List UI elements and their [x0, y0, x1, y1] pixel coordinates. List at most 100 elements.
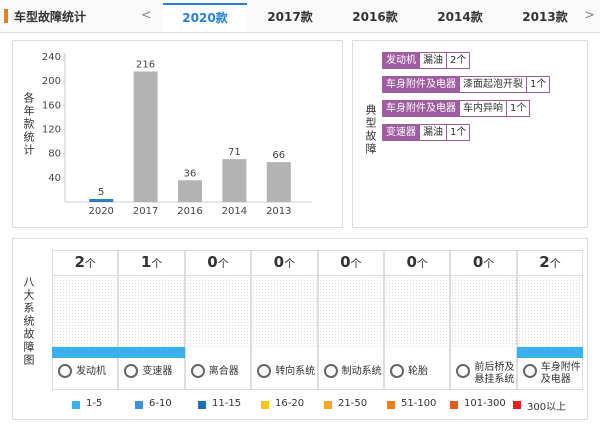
count-unit: 个: [151, 257, 163, 270]
system-cell: [384, 250, 451, 390]
system-cell: [450, 250, 517, 390]
legend-label: 16-20: [275, 398, 305, 409]
legend-label: 6-10: [149, 398, 172, 409]
system-name: 轮胎: [408, 366, 428, 377]
next-arrow[interactable]: >: [584, 8, 595, 23]
value-label: 36: [184, 168, 197, 179]
y-tick-label: 80: [48, 149, 61, 160]
system-cell: [52, 250, 119, 390]
system-icon: [456, 364, 471, 378]
legend-swatch: [261, 401, 269, 409]
fault-part: 发动机: [382, 52, 420, 69]
count-number: 2: [74, 253, 85, 271]
x-tick-label: 2013: [266, 206, 291, 217]
system-cell: [516, 250, 584, 390]
bar: [133, 71, 158, 202]
system-cell: [251, 250, 318, 390]
y-axis-label: 各年款统计: [22, 92, 35, 157]
count-unit: 个: [416, 257, 428, 270]
prev-arrow[interactable]: <: [141, 8, 152, 23]
legend-label: 11-15: [212, 398, 242, 409]
system-cell: [317, 250, 384, 390]
system-count: 0个: [185, 253, 251, 271]
dot-area: [318, 275, 383, 348]
system-count: 2个: [517, 253, 583, 271]
title-marker: [4, 9, 8, 23]
dot-area: [451, 275, 516, 348]
fault-row: 车身附件及电器 漆面起泡开裂 1个: [382, 76, 551, 93]
system-count: 0个: [450, 253, 516, 271]
count-unit: 个: [284, 257, 296, 270]
bar: [178, 180, 202, 202]
legend-label: 300以上: [527, 402, 567, 413]
system-icon: [522, 364, 537, 378]
count-stripe: [52, 347, 119, 358]
legend-swatch: [450, 401, 458, 409]
bar: [89, 198, 114, 202]
system-icon: [58, 364, 72, 378]
system-cell: [184, 250, 252, 390]
value-label: 216: [136, 60, 155, 71]
count-stripe: [516, 347, 584, 358]
system-name: 前后桥及悬挂系统: [474, 362, 515, 385]
legend-swatch: [387, 401, 395, 409]
system-icon: [390, 364, 404, 378]
y-tick-label: 160: [42, 100, 61, 111]
legend-swatch: [513, 401, 521, 409]
system-count: 2个: [52, 253, 118, 271]
count-number: 1: [140, 253, 152, 271]
count-unit: 个: [217, 257, 229, 270]
fault-row: 发动机 漏油 2个: [382, 52, 471, 69]
value-label: 71: [228, 147, 241, 158]
fault-count: 1个: [446, 124, 471, 141]
fault-count: 1个: [526, 76, 551, 93]
tab[interactable]: 2016款: [352, 10, 398, 24]
legend-label: 101-300: [464, 398, 506, 409]
x-tick-label: 2020: [88, 206, 113, 217]
x-tick-label: 2016: [177, 206, 202, 217]
tab[interactable]: 2014款: [437, 10, 483, 24]
dot-area: [185, 275, 251, 348]
legend-swatch: [198, 401, 206, 409]
fault-count: 1个: [506, 100, 531, 117]
header-bar: [0, 0, 600, 33]
count-unit: 个: [84, 257, 96, 270]
fault-label: 典型故障: [364, 104, 377, 156]
legend-label: 51-100: [401, 398, 437, 409]
system-icon: [257, 364, 272, 378]
dot-area: [252, 275, 317, 348]
count-number: 0: [207, 253, 218, 271]
count-number: 0: [472, 253, 484, 271]
system-panel: [12, 238, 588, 420]
x-tick-label: 2017: [133, 206, 158, 217]
dot-area: [53, 275, 118, 348]
tab[interactable]: 2020款: [163, 3, 247, 32]
value-label: 5: [98, 187, 104, 198]
legend-label: 21-50: [338, 398, 368, 409]
year-panel: [12, 40, 343, 228]
x-tick-label: 2014: [222, 206, 247, 217]
count-unit: 个: [350, 257, 362, 270]
count-number: 0: [340, 253, 351, 271]
fault-row: 变速器 漏油 1个: [382, 124, 471, 141]
system-label: 八大系统故障图: [22, 276, 35, 367]
system-icon: [124, 364, 139, 378]
tab[interactable]: 2013款: [522, 10, 568, 24]
system-count: 0个: [384, 253, 450, 271]
dot-area: [119, 275, 184, 348]
count-number: 0: [273, 253, 285, 271]
y-tick-label: 120: [42, 125, 61, 136]
count-unit: 个: [483, 257, 495, 270]
count-number: 0: [406, 253, 417, 271]
system-icon: [190, 364, 205, 378]
legend-swatch: [72, 401, 80, 409]
tab[interactable]: 2017款: [267, 10, 313, 24]
system-name: 转向系统: [275, 366, 316, 377]
system-name: 制动系统: [341, 366, 382, 377]
system-cell: [118, 250, 185, 390]
system-count: 0个: [251, 253, 317, 271]
count-unit: 个: [549, 257, 561, 270]
fault-panel: [352, 40, 588, 228]
fault-row: 车身附件及电器 车内异响 1个: [382, 100, 531, 117]
